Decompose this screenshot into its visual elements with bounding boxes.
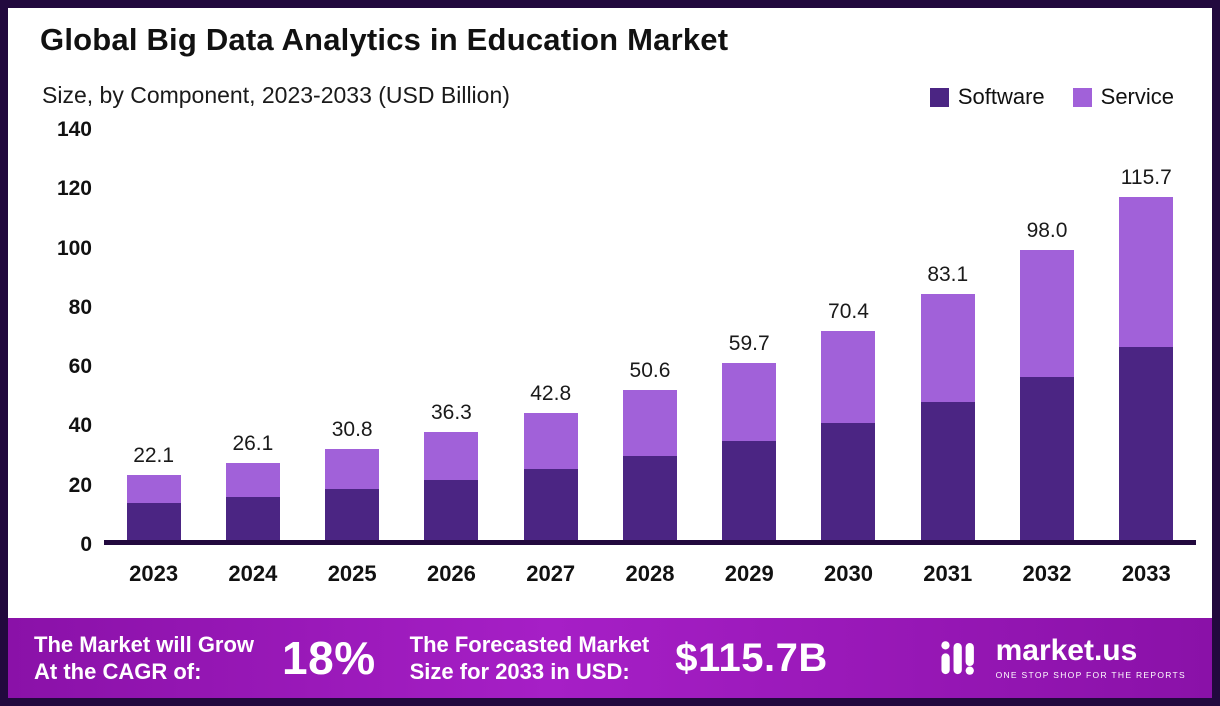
- x-axis-label: 2028: [625, 561, 675, 586]
- bar-group: 22.1 2023: [104, 443, 203, 586]
- plot-area: 22.1 2023 26.1 2024 30.8 2025 36.3 2026 42.8 2027…: [104, 130, 1196, 586]
- bar-segment-service: [325, 448, 380, 489]
- legend-item: Service: [1072, 84, 1174, 110]
- bar-group: 30.8 2025: [303, 417, 402, 586]
- bar-segment-service: [920, 293, 975, 402]
- x-axis-label: 2030: [824, 561, 873, 586]
- x-axis-label: 2032: [1022, 561, 1072, 586]
- bar-segment-software: [1020, 376, 1075, 540]
- x-axis-label: 2029: [724, 561, 774, 586]
- bar-value-label: 22.1: [133, 443, 175, 467]
- brand-name: market.us: [995, 634, 1138, 667]
- x-axis-label: 2024: [228, 561, 278, 586]
- bar-segment-software: [424, 479, 479, 540]
- footer-banner: The Market will Grow At the CAGR of: 18%…: [8, 618, 1212, 698]
- y-axis: 0 20 40 60 80 100 120 140: [22, 118, 92, 556]
- chart-subtitle: Size, by Component, 2023-2033 (USD Billi…: [42, 82, 510, 108]
- y-tick-label: 120: [56, 177, 92, 201]
- bar-segment-software: [1119, 347, 1174, 540]
- y-tick-label: 60: [68, 355, 92, 379]
- bar-group: 42.8 2027: [501, 382, 600, 586]
- cagr-label: The Market will Grow At the CAGR of:: [34, 631, 255, 685]
- x-axis-label: 2026: [426, 561, 476, 586]
- cagr-value: 18%: [282, 632, 376, 684]
- x-axis-label: 2033: [1121, 561, 1171, 586]
- bar-group: 98.0 2032: [997, 218, 1096, 586]
- brand-logo: market.us ONE STOP SHOP FOR THE REPORTS: [938, 635, 1186, 681]
- bar-segment-software: [920, 401, 975, 540]
- bar-value-label: 42.8: [530, 382, 572, 406]
- bar-segment-service: [424, 432, 479, 480]
- bar-segment-service: [622, 390, 677, 457]
- bar-group: 36.3 2026: [402, 401, 501, 586]
- forecast-label: The Forecasted Market Size for 2033 in U…: [409, 631, 650, 685]
- y-tick-label: 40: [68, 414, 92, 438]
- bar-segment-service: [722, 363, 777, 442]
- bar-group: 59.7 2029: [700, 332, 799, 586]
- y-tick-label: 140: [56, 118, 92, 141]
- bar-segment-software: [225, 496, 280, 540]
- bar-segment-software: [821, 423, 876, 540]
- bar-group: 115.7 2033: [1097, 166, 1196, 586]
- bar-value-label: 83.1: [927, 262, 969, 286]
- bar-segment-software: [126, 502, 181, 540]
- y-tick-label: 80: [68, 295, 92, 319]
- bar-segment-service: [225, 462, 280, 497]
- bar-value-label: 59.7: [728, 332, 770, 356]
- y-tick-label: 20: [68, 473, 92, 497]
- legend-label: Service: [1100, 84, 1174, 109]
- legend-swatch: [1072, 87, 1092, 107]
- bar-segment-service: [1119, 197, 1174, 348]
- bar-value-label: 36.3: [430, 401, 472, 425]
- bar-group: 50.6 2028: [600, 359, 699, 586]
- forecast-value: $115.7B: [675, 635, 828, 680]
- brand-tagline: ONE STOP SHOP FOR THE REPORTS: [995, 670, 1186, 680]
- chart-canvas: Global Big Data Analytics in Education M…: [8, 8, 1212, 698]
- bar-segment-software: [622, 456, 677, 540]
- marketus-logo-icon: [940, 641, 974, 675]
- bar-segment-software: [722, 441, 777, 540]
- x-axis-label: 2027: [526, 561, 576, 586]
- y-tick-label: 100: [56, 236, 92, 260]
- bar-group: 83.1 2031: [898, 262, 997, 586]
- bar-value-label: 26.1: [232, 431, 274, 455]
- bar-segment-service: [523, 413, 578, 470]
- bar-segment-service: [1020, 249, 1075, 377]
- legend-label: Software: [957, 84, 1045, 109]
- bar-segment-software: [523, 469, 578, 540]
- bar-group: 70.4 2030: [799, 300, 898, 586]
- x-axis-label: 2031: [923, 561, 973, 586]
- legend-item: Software: [929, 84, 1045, 110]
- bar-segment-service: [126, 474, 181, 503]
- x-axis-label: 2025: [327, 561, 377, 586]
- chart-legend: Software Service: [929, 84, 1174, 110]
- bar-value-label: 70.4: [828, 300, 869, 324]
- bar-value-label: 115.7: [1120, 166, 1172, 190]
- chart-title: Global Big Data Analytics in Education M…: [40, 22, 729, 57]
- bar-value-label: 30.8: [331, 417, 373, 441]
- legend-swatch: [929, 87, 949, 107]
- x-axis-label: 2023: [129, 561, 179, 586]
- bar-value-label: 50.6: [629, 359, 671, 383]
- bar-segment-service: [821, 331, 876, 424]
- bar-segment-software: [325, 488, 380, 540]
- y-tick-label: 0: [80, 533, 92, 556]
- bar-value-label: 98.0: [1026, 218, 1068, 242]
- bar-group: 26.1 2024: [203, 431, 302, 586]
